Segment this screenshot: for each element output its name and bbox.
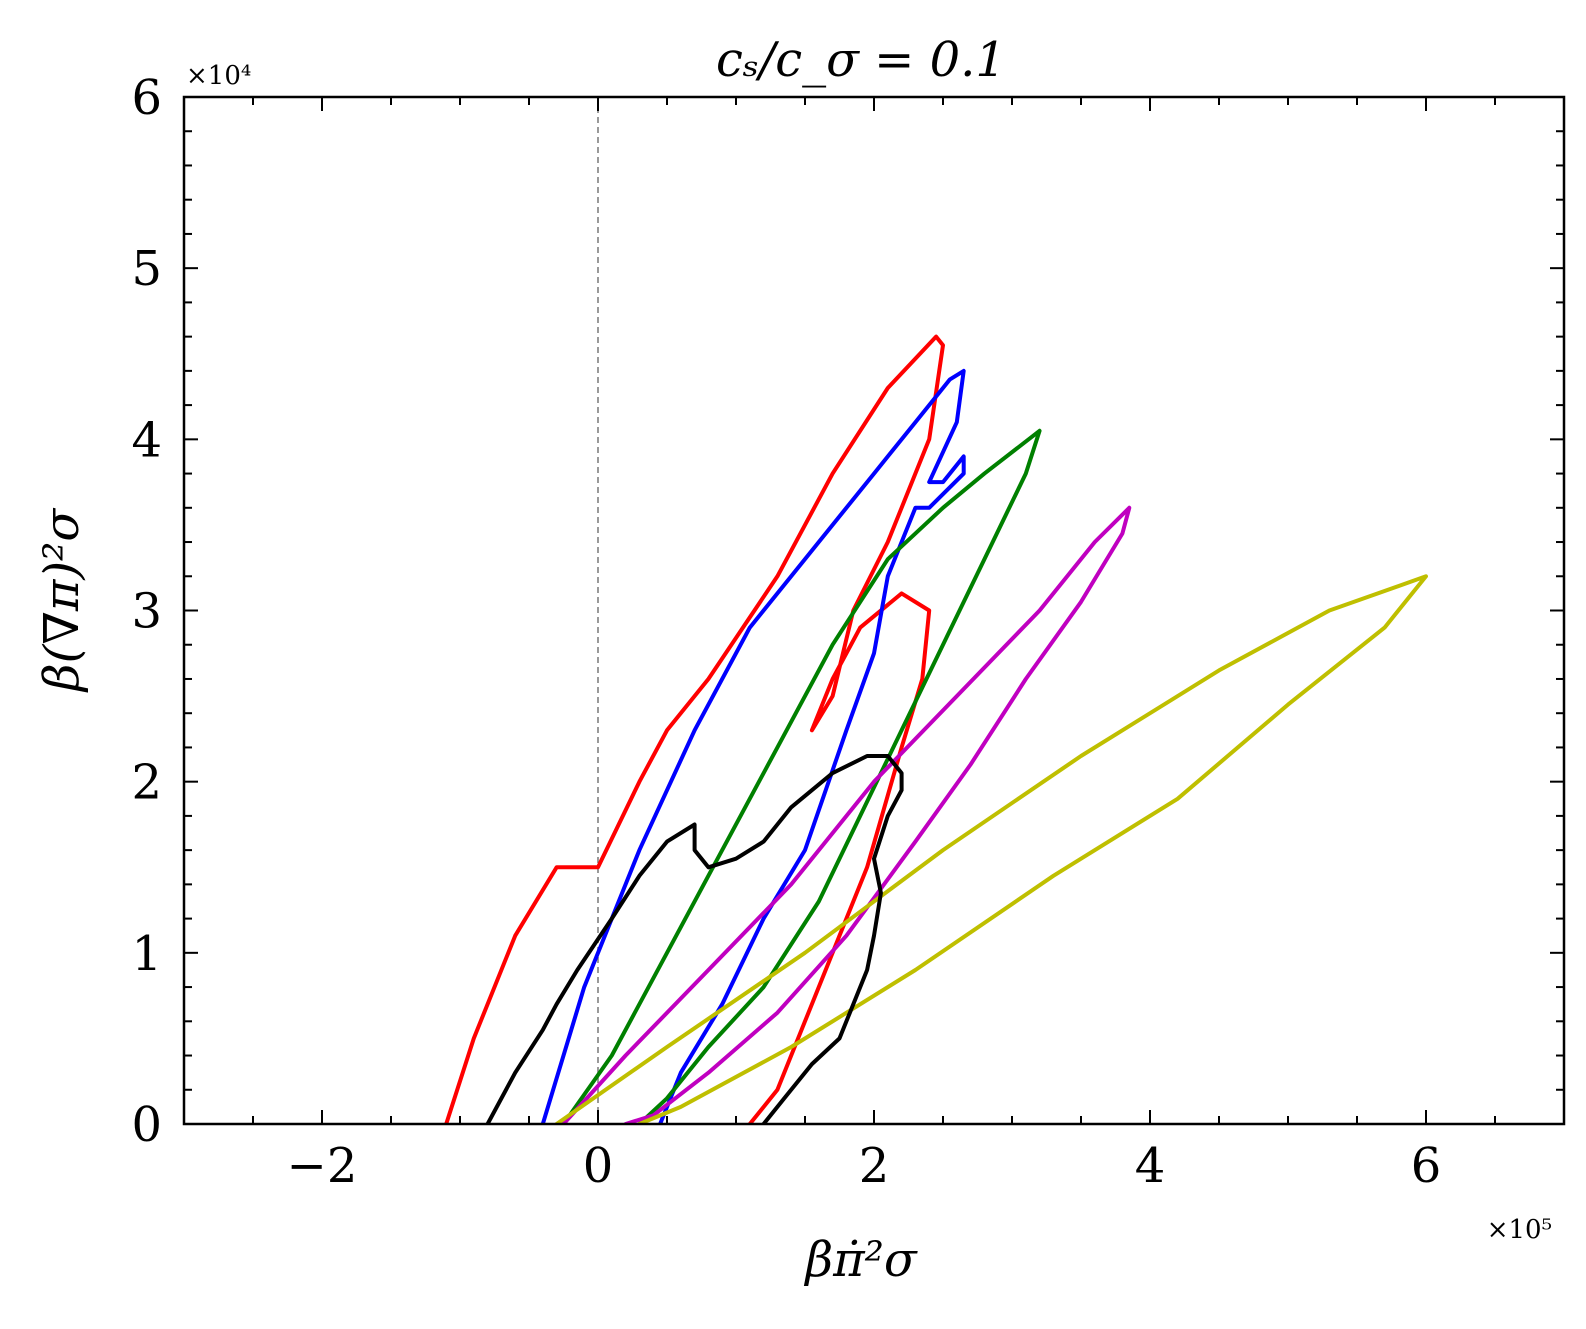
- x-tick-label: −2: [287, 1138, 358, 1194]
- x-axis-multiplier: ×10⁵: [1487, 1215, 1552, 1245]
- series-blue-contour: [540, 368, 966, 1124]
- y-tick-label: 2: [131, 755, 162, 811]
- series-black-contour: [485, 754, 904, 1124]
- y-tick-label: 3: [131, 584, 162, 640]
- y-tick-label: 1: [131, 926, 162, 982]
- y-tick-label: 0: [131, 1097, 162, 1153]
- x-tick-label: 6: [1411, 1138, 1442, 1194]
- x-tick-label: 4: [1135, 1138, 1166, 1194]
- series-red-contour: [444, 334, 945, 1124]
- x-axis-label: βπ̇²σ: [803, 1232, 918, 1288]
- x-tick-label: 2: [859, 1138, 890, 1194]
- plot-frame: [182, 95, 1566, 1126]
- series-magenta-contour: [561, 505, 1132, 1124]
- x-tick-label: 0: [583, 1138, 614, 1194]
- y-axis-label: β(∇π)²σ: [34, 508, 90, 694]
- y-axis-multiplier: ×10⁴: [186, 61, 251, 91]
- y-tick-label: 6: [131, 70, 162, 126]
- chart-title: cₛ/c_σ = 0.1: [716, 32, 1006, 88]
- y-tick-label: 4: [131, 412, 162, 468]
- y-tick-label: 5: [131, 241, 162, 297]
